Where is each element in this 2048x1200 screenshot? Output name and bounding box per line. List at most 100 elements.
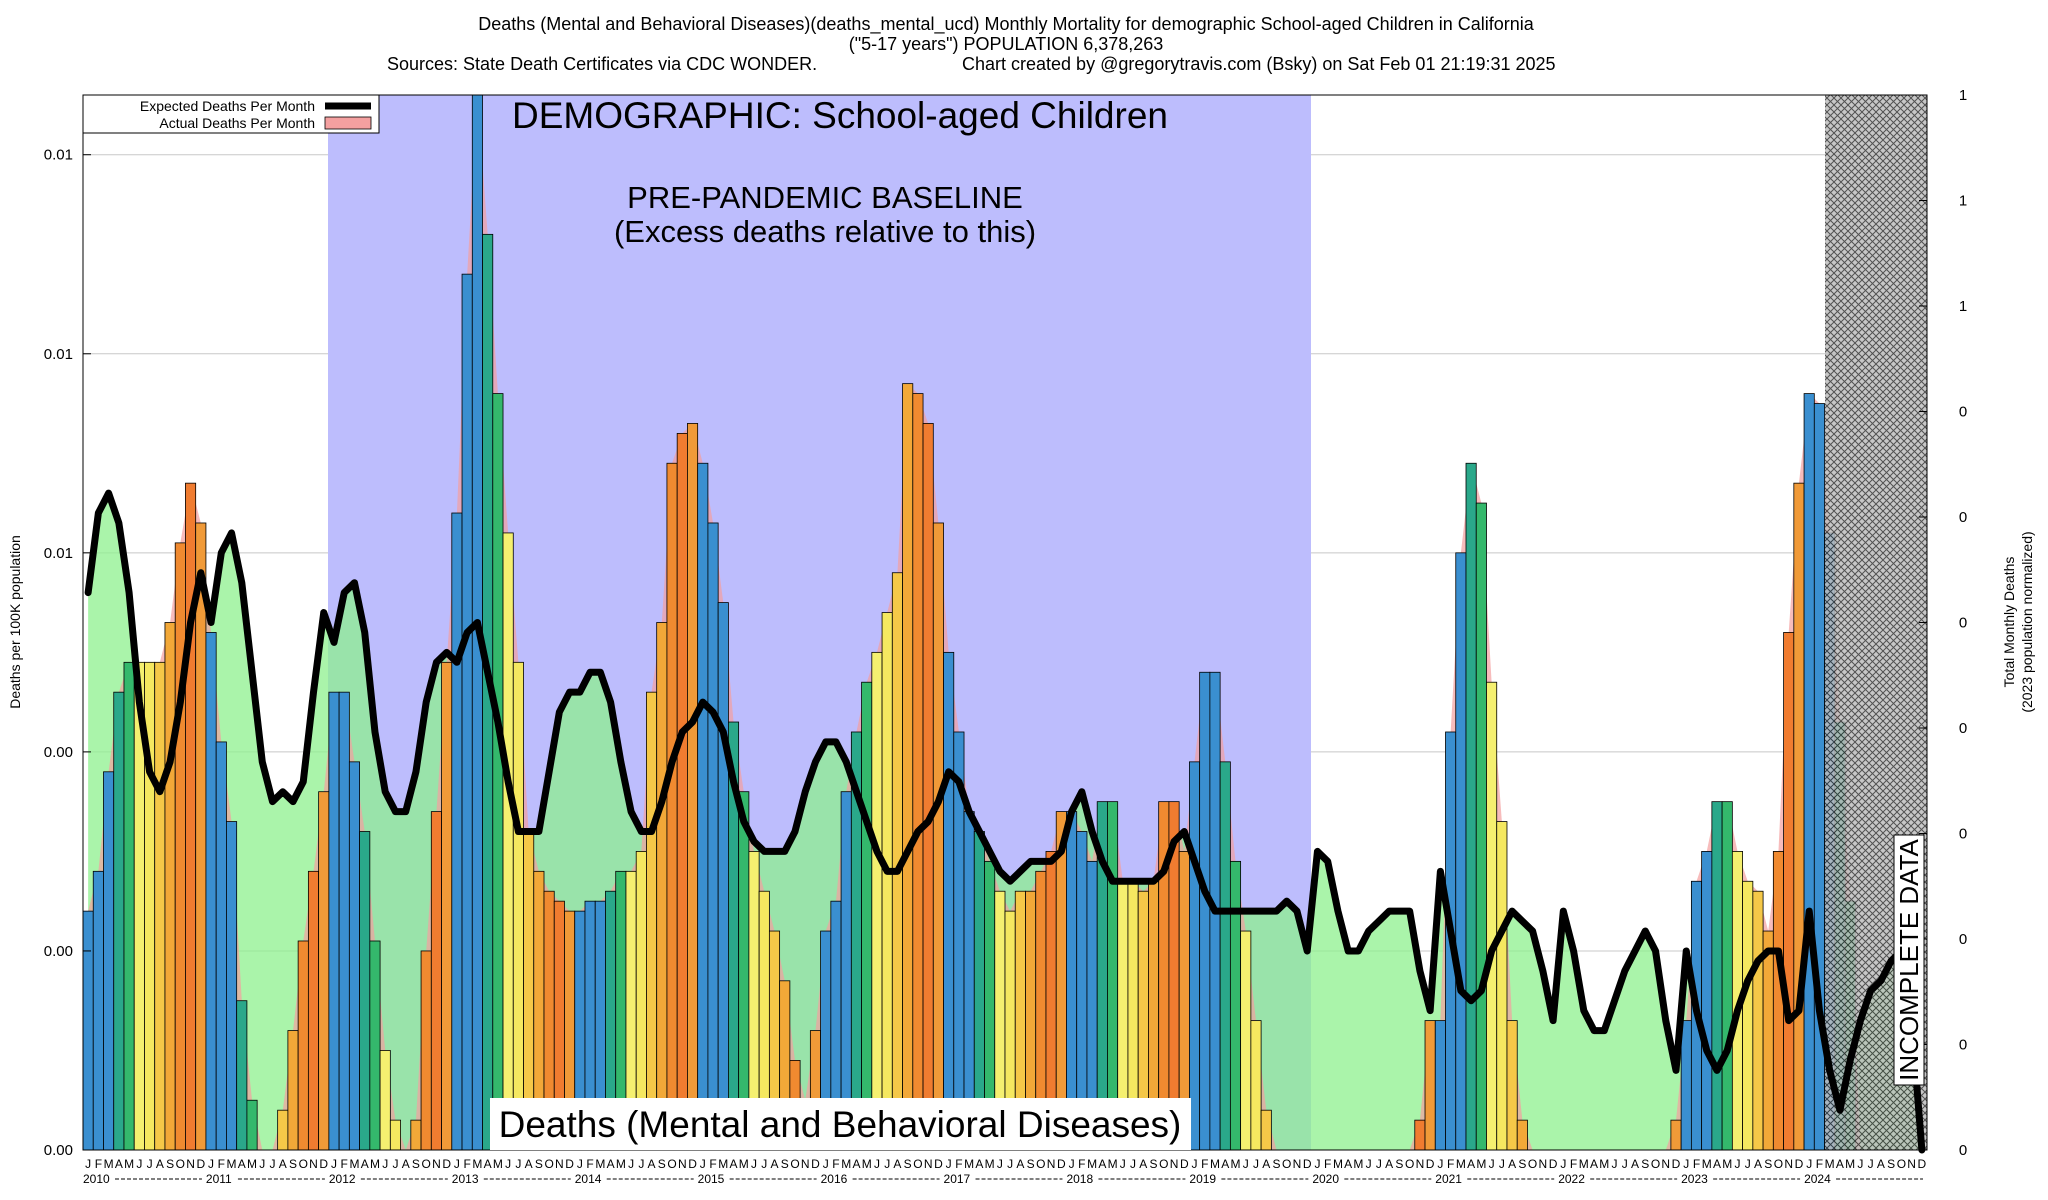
x-tick-label: O [1036, 1157, 1045, 1171]
lines [84, 489, 1926, 1154]
x-tick-label: J [1366, 1157, 1372, 1171]
x-tick-label: F [341, 1157, 348, 1171]
x-tick-label: N [1907, 1157, 1916, 1171]
x-tick-label: J [1857, 1157, 1863, 1171]
x-tick-label: A [1221, 1157, 1229, 1171]
x-tick-label: S [1518, 1157, 1526, 1171]
bar [103, 771, 115, 1151]
x-tick-label: A [730, 1157, 738, 1171]
y2-tick-label: 1 [1959, 298, 1967, 315]
bar [1711, 801, 1723, 1151]
x-tick-label: D [1795, 1157, 1804, 1171]
bar [410, 1119, 422, 1151]
x-tick-label: F [1201, 1157, 1208, 1171]
legend-label: Expected Deaths Per Month [140, 98, 315, 114]
x-tick-label: F [1816, 1157, 1823, 1171]
x-tick-label: M [1108, 1157, 1118, 1171]
y-tick-label: 0.01 [44, 147, 73, 164]
bar [123, 661, 135, 1151]
bar [1229, 860, 1242, 1151]
x-tick-label: O [790, 1157, 799, 1171]
y-tick-label: 0.01 [44, 346, 73, 363]
x-tick-label: S [781, 1157, 789, 1171]
bar [1680, 1020, 1692, 1151]
bar [646, 691, 658, 1151]
x-tick-label: M [1333, 1157, 1343, 1171]
year-label: 2010 [83, 1172, 110, 1186]
bar [902, 383, 914, 1151]
x-tick-label: A [1467, 1157, 1475, 1171]
x-tick-label: F [709, 1157, 716, 1171]
x-tick-label: A [402, 1157, 410, 1171]
x-tick-label: J [1007, 1157, 1013, 1171]
bar [1803, 393, 1815, 1151]
year-label: 2018 [1066, 1172, 1093, 1186]
x-tick-label: J [1314, 1157, 1320, 1171]
bar [318, 791, 330, 1151]
x-tick-label: O [1528, 1157, 1537, 1171]
x-tick-label: A [156, 1157, 164, 1171]
year-label: 2017 [944, 1172, 971, 1186]
x-tick-label: M [247, 1157, 257, 1171]
x-tick-label: D [1426, 1157, 1435, 1171]
y2-tick-label: 0 [1959, 615, 1967, 632]
bar [226, 821, 238, 1151]
y2-tick-label: 0 [1959, 1142, 1967, 1159]
x-tick-label: J [1560, 1157, 1566, 1171]
x-tick-label: J [1376, 1157, 1382, 1171]
x-tick-label: J [136, 1157, 142, 1171]
x-tick-label: O [1897, 1157, 1906, 1171]
bar [1465, 462, 1477, 1151]
bar [379, 1050, 391, 1151]
x-tick-label: F [1693, 1157, 1700, 1171]
x-tick-label: M [1579, 1157, 1589, 1171]
annotation-baseline-note: (Excess deaths relative to this) [614, 214, 1036, 249]
bar [246, 1099, 258, 1151]
x-tick-label: O [667, 1157, 676, 1171]
x-tick-label: A [1385, 1157, 1393, 1171]
bar [922, 423, 934, 1151]
x-tick-label: F [1447, 1157, 1454, 1171]
x-tick-label: O [1651, 1157, 1660, 1171]
annotation-baseline: PRE-PANDEMIC BASELINE [627, 180, 1023, 215]
x-tick-label: S [1150, 1157, 1158, 1171]
x-tick-label: J [1069, 1157, 1075, 1171]
x-tick-label: O [176, 1157, 185, 1171]
x-tick-label: S [1887, 1157, 1895, 1171]
x-tick-label: M [841, 1157, 851, 1171]
x-tick-label: J [147, 1157, 153, 1171]
bar [1762, 930, 1774, 1151]
x-tick-label: N [1170, 1157, 1179, 1171]
y2-tick-label: 0 [1959, 826, 1967, 843]
x-tick-label: A [770, 1157, 778, 1171]
x-tick-label: A [1836, 1157, 1844, 1171]
bar [1742, 880, 1754, 1151]
x-tick-label: D [1549, 1157, 1558, 1171]
x-tick-label: J [270, 1157, 276, 1171]
bar [1772, 851, 1784, 1151]
x-tick-label: N [432, 1157, 441, 1171]
bar [1260, 1109, 1272, 1151]
x-tick-label: M [1087, 1157, 1097, 1171]
bar [420, 950, 432, 1151]
bar [113, 691, 125, 1151]
x-tick-label: M [1210, 1157, 1220, 1171]
bar [205, 632, 217, 1151]
x-tick-label: A [279, 1157, 287, 1171]
bar [1506, 1020, 1518, 1151]
year-label: 2012 [329, 1172, 356, 1186]
bar [451, 512, 463, 1151]
y2-tick-label: 0 [1959, 720, 1967, 737]
x-tick-label: M [616, 1157, 626, 1171]
x-tick-label: M [1825, 1157, 1835, 1171]
x-tick-label: D [934, 1157, 943, 1171]
x-tick-label: J [1120, 1157, 1126, 1171]
x-tick-label: F [95, 1157, 102, 1171]
year-label: 2014 [575, 1172, 602, 1186]
x-tick-label: J [628, 1157, 634, 1171]
bar [1414, 1119, 1426, 1151]
x-tick-label: O [1282, 1157, 1291, 1171]
y-tick-label: 0.00 [44, 1142, 73, 1159]
